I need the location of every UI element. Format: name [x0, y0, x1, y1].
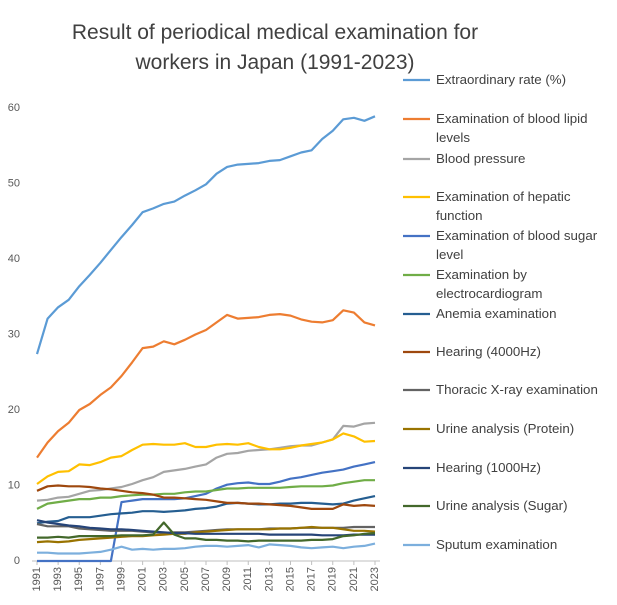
x-tick-label: 2003	[158, 567, 170, 591]
x-tick-label: 1999	[115, 567, 127, 591]
x-tick-label: 2009	[221, 567, 233, 591]
legend-label: Sputum examination	[436, 537, 558, 552]
series-line	[37, 521, 376, 543]
legend-label: Hearing (4000Hz)	[436, 344, 541, 359]
x-tick-label: 1993	[52, 567, 64, 591]
y-tick-label: 50	[8, 177, 20, 189]
y-tick-label: 10	[8, 479, 20, 491]
series-line	[35, 115, 376, 355]
x-tick-label: 1997	[94, 567, 106, 591]
y-tick-label: 60	[8, 102, 20, 114]
x-tick-label: 2017	[306, 567, 318, 591]
series-line	[36, 432, 376, 485]
legend-label: Examination by electrocardiogram	[436, 267, 543, 302]
x-tick-label: 2013	[263, 567, 275, 591]
y-tick-label: 0	[14, 555, 20, 567]
legend-label: Urine analysis (Protein)	[436, 421, 575, 436]
x-tick-label: 1995	[73, 567, 85, 591]
x-tick-label: 2019	[327, 567, 339, 591]
series-line	[36, 309, 376, 459]
x-tick-label: 2021	[348, 567, 360, 591]
x-tick-label: 2005	[179, 567, 191, 591]
legend-label: Anemia examination	[436, 306, 557, 321]
legend-label: Urine analysis (Sugar)	[436, 498, 568, 513]
y-tick-label: 40	[8, 253, 20, 265]
legend-label: Thoracic X-ray examination	[436, 382, 598, 397]
legend-label: Examination of blood lipid levels	[436, 111, 588, 146]
x-tick-label: 2011	[242, 567, 254, 591]
y-tick-label: 20	[8, 404, 20, 416]
legend-label: Extraordinary rate (%)	[436, 72, 567, 87]
series-line	[36, 484, 376, 510]
chart-title: Result of periodical medical examination…	[71, 21, 479, 74]
series-line	[37, 461, 376, 563]
legend-label: Hearing (1000Hz)	[436, 460, 541, 475]
y-tick-label: 30	[8, 328, 20, 340]
x-tick-label: 2001	[137, 567, 149, 591]
x-tick-label: 1991	[31, 567, 43, 591]
legend-label: Blood pressure	[436, 151, 526, 166]
series-line	[36, 479, 375, 510]
x-tick-label: 2007	[200, 567, 212, 591]
series-line	[37, 542, 376, 555]
x-tick-label: 2015	[284, 567, 296, 591]
series-line	[36, 519, 375, 537]
series-line	[36, 525, 376, 544]
x-tick-label: 2023	[369, 567, 381, 591]
legend-label: Examination of blood sugar level	[436, 228, 598, 263]
series-line	[36, 495, 376, 525]
series-line	[36, 421, 376, 502]
legend-label: Examination of hepatic function	[436, 189, 571, 224]
